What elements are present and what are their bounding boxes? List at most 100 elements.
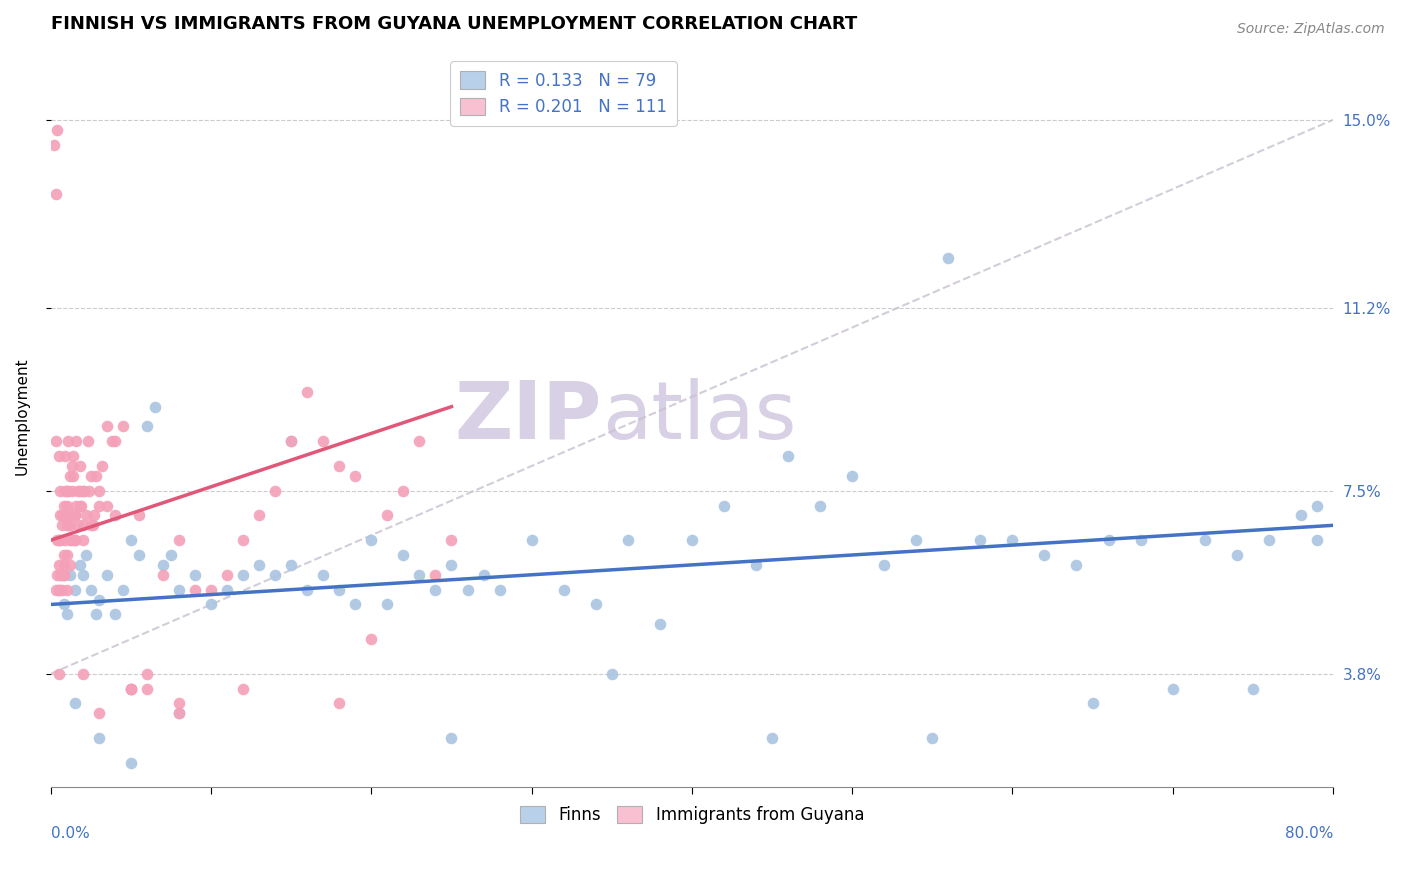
Point — [96, 419, 118, 434]
Point — [425, 567, 447, 582]
Point — [52, 567, 75, 582]
Point — [232, 567, 254, 582]
Point — [681, 533, 703, 548]
Text: FINNISH VS IMMIGRANTS FROM GUYANA UNEMPLOYMENT CORRELATION CHART: FINNISH VS IMMIGRANTS FROM GUYANA UNEMPL… — [51, 15, 858, 33]
Point — [72, 483, 94, 498]
Point — [1306, 533, 1329, 548]
Point — [520, 533, 543, 548]
Point — [280, 434, 302, 449]
Point — [67, 518, 90, 533]
Point — [128, 548, 150, 562]
Point — [46, 533, 69, 548]
Point — [52, 548, 75, 562]
Point — [48, 582, 70, 597]
Point — [120, 681, 142, 696]
Point — [312, 567, 335, 582]
Point — [100, 434, 122, 449]
Point — [1306, 499, 1329, 513]
Point — [184, 582, 207, 597]
Point — [56, 582, 79, 597]
Point — [42, 137, 65, 152]
Point — [360, 533, 382, 548]
Point — [217, 582, 239, 597]
Point — [83, 508, 105, 523]
Point — [56, 483, 79, 498]
Point — [60, 483, 83, 498]
Point — [297, 384, 319, 399]
Point — [120, 681, 142, 696]
Point — [200, 598, 222, 612]
Point — [247, 558, 270, 572]
Point — [873, 558, 896, 572]
Point — [65, 434, 87, 449]
Point — [48, 558, 70, 572]
Point — [1129, 533, 1152, 548]
Point — [167, 706, 190, 721]
Point — [53, 508, 76, 523]
Point — [96, 567, 118, 582]
Point — [328, 582, 350, 597]
Point — [152, 567, 174, 582]
Point — [72, 666, 94, 681]
Point — [167, 582, 190, 597]
Point — [58, 483, 80, 498]
Point — [167, 706, 190, 721]
Point — [1033, 548, 1056, 562]
Point — [143, 400, 166, 414]
Point — [264, 567, 287, 582]
Point — [67, 483, 90, 498]
Point — [217, 567, 239, 582]
Point — [488, 582, 510, 597]
Point — [1001, 533, 1024, 548]
Point — [63, 508, 86, 523]
Point — [45, 187, 67, 202]
Point — [59, 533, 82, 548]
Point — [79, 483, 101, 498]
Point — [60, 533, 83, 548]
Point — [936, 252, 959, 266]
Point — [776, 449, 799, 463]
Point — [600, 666, 623, 681]
Point — [75, 508, 97, 523]
Legend: Finns, Immigrants from Guyana: Finns, Immigrants from Guyana — [513, 799, 870, 831]
Point — [58, 518, 80, 533]
Point — [280, 558, 302, 572]
Point — [1194, 533, 1216, 548]
Point — [63, 582, 86, 597]
Point — [65, 499, 87, 513]
Point — [72, 567, 94, 582]
Point — [82, 518, 104, 533]
Point — [344, 469, 367, 483]
Point — [63, 533, 86, 548]
Point — [62, 469, 84, 483]
Point — [53, 483, 76, 498]
Point — [1097, 533, 1119, 548]
Point — [167, 697, 190, 711]
Point — [45, 434, 67, 449]
Point — [87, 706, 110, 721]
Point — [344, 598, 367, 612]
Y-axis label: Unemployment: Unemployment — [15, 358, 30, 475]
Point — [56, 548, 79, 562]
Text: 80.0%: 80.0% — [1285, 826, 1333, 841]
Point — [87, 483, 110, 498]
Point — [713, 499, 735, 513]
Point — [120, 756, 142, 770]
Point — [63, 697, 86, 711]
Point — [328, 697, 350, 711]
Point — [120, 533, 142, 548]
Point — [841, 469, 863, 483]
Point — [53, 533, 76, 548]
Point — [104, 607, 127, 622]
Point — [87, 499, 110, 513]
Point — [232, 681, 254, 696]
Text: 0.0%: 0.0% — [51, 826, 90, 841]
Point — [761, 731, 783, 745]
Point — [232, 533, 254, 548]
Point — [96, 499, 118, 513]
Point — [45, 582, 67, 597]
Point — [160, 548, 183, 562]
Point — [1226, 548, 1249, 562]
Point — [457, 582, 479, 597]
Point — [51, 518, 73, 533]
